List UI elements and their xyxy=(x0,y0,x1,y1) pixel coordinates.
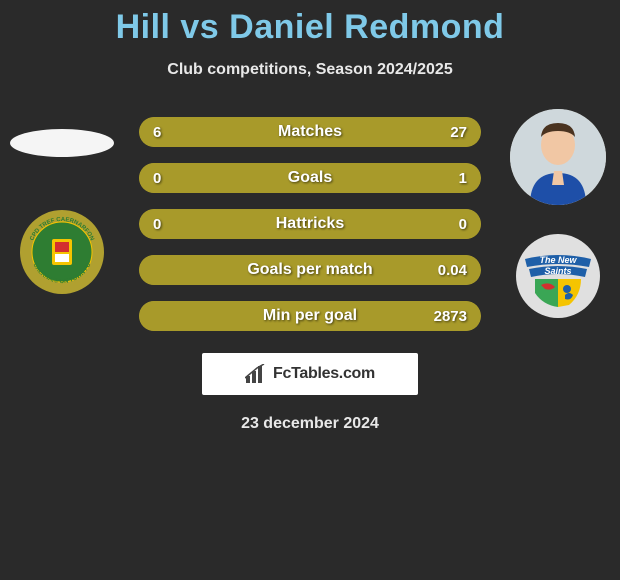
right-club-crest: The New Saints xyxy=(515,233,601,319)
stat-label: Hattricks xyxy=(139,215,481,233)
stat-label: Goals xyxy=(139,169,481,187)
player-avatar xyxy=(510,109,606,205)
stat-value-right: 27 xyxy=(450,124,467,141)
brand-label: FcTables.com xyxy=(273,365,375,383)
stat-row: Min per goal2873 xyxy=(139,301,481,331)
subtitle: Club competitions, Season 2024/2025 xyxy=(0,61,620,79)
date-label: 23 december 2024 xyxy=(0,415,620,433)
stat-row: Goals per match0.04 xyxy=(139,255,481,285)
stat-row: 6Matches27 xyxy=(139,117,481,147)
left-player-column: CPD TREF CAERNARFON CAERNARFON TOWN FC xyxy=(8,109,116,295)
svg-text:Saints: Saints xyxy=(544,266,571,276)
stat-label: Min per goal xyxy=(139,307,481,325)
stat-value-right: 0.04 xyxy=(438,262,467,279)
crest-tns-icon: The New Saints xyxy=(515,233,601,319)
stats-table: 6Matches270Goals10Hattricks0Goals per ma… xyxy=(139,109,481,331)
stat-label: Goals per match xyxy=(139,261,481,279)
bar-chart-icon xyxy=(245,364,267,384)
page-title: Hill vs Daniel Redmond xyxy=(0,8,620,47)
stat-row: 0Hattricks0 xyxy=(139,209,481,239)
stat-label: Matches xyxy=(139,123,481,141)
infographic-container: Hill vs Daniel Redmond Club competitions… xyxy=(0,0,620,433)
stat-row: 0Goals1 xyxy=(139,163,481,193)
content-area: CPD TREF CAERNARFON CAERNARFON TOWN FC xyxy=(0,109,620,433)
svg-text:The New: The New xyxy=(539,255,577,265)
stat-value-right: 1 xyxy=(459,170,467,187)
player-photo-icon xyxy=(510,109,606,205)
stat-value-right: 0 xyxy=(459,216,467,233)
brand-box: FcTables.com xyxy=(202,353,418,395)
stat-value-right: 2873 xyxy=(434,308,467,325)
player-avatar-placeholder xyxy=(10,129,114,157)
right-player-column: The New Saints xyxy=(504,109,612,319)
crest-caernarfon-icon: CPD TREF CAERNARFON CAERNARFON TOWN FC xyxy=(19,209,105,295)
left-club-crest: CPD TREF CAERNARFON CAERNARFON TOWN FC xyxy=(19,209,105,295)
